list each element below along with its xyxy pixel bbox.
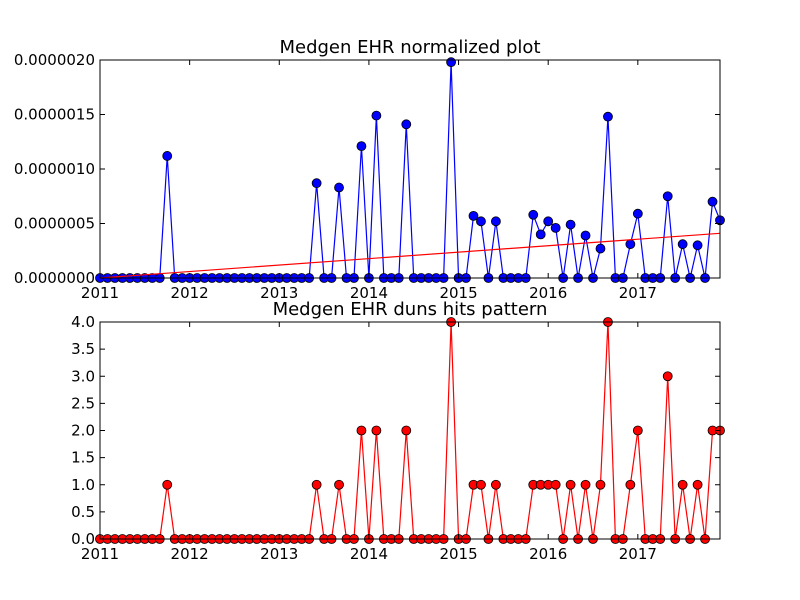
data-point [662, 191, 673, 202]
data-point [662, 371, 673, 382]
y-tick-label: 0.0 [71, 530, 95, 548]
data-point [692, 240, 703, 251]
data-point [565, 479, 576, 490]
data-point [311, 178, 322, 189]
data-point [356, 141, 367, 152]
data-point [625, 239, 636, 250]
x-tick-label: 2012 [171, 284, 209, 302]
data-point [446, 57, 456, 68]
y-tick-label: 4.0 [71, 313, 95, 331]
data-point [401, 425, 412, 436]
data-point [595, 243, 606, 254]
data-point [476, 216, 486, 227]
data-point [550, 479, 561, 490]
data-point [491, 479, 501, 490]
chart-title: Medgen EHR duns hits pattern [273, 299, 548, 320]
x-tick-label: 2012 [171, 545, 209, 563]
data-point [543, 216, 554, 227]
data-point [371, 425, 382, 436]
data-point [632, 208, 643, 219]
x-tick-label: 2014 [350, 284, 388, 302]
data-point [603, 111, 613, 122]
x-tick-label: 2017 [619, 284, 657, 302]
data-point [692, 479, 703, 490]
y-tick-label: 3.5 [71, 340, 95, 358]
data-point [162, 151, 173, 161]
y-tick-label: 3.0 [71, 367, 95, 385]
y-tick-label: 0.0000005 [14, 215, 95, 233]
data-point [334, 182, 344, 193]
y-tick-label: 0.5 [71, 503, 95, 521]
x-tick-label: 2014 [350, 545, 388, 563]
chart-title: Medgen EHR normalized plot [279, 37, 540, 58]
x-tick-label: 2013 [260, 545, 298, 563]
data-point [565, 219, 576, 230]
data-point [334, 479, 344, 490]
data-point [625, 479, 636, 490]
x-tick-label: 2011 [81, 284, 119, 302]
chart-2: Medgen EHR duns hits pattern 2011 2012 2013… [71, 299, 725, 563]
x-tick-label: 2011 [81, 545, 119, 563]
data-series [95, 57, 725, 283]
data-point [528, 209, 539, 220]
data-point [595, 479, 606, 490]
y-tick-label: 0.0000010 [14, 160, 95, 178]
data-point [550, 222, 561, 233]
data-point [632, 425, 643, 436]
data-point [580, 230, 591, 241]
y-tick-label: 0.0000000 [14, 269, 95, 287]
y-tick-label: 1.5 [71, 449, 95, 467]
data-series [95, 317, 725, 544]
data-point [535, 229, 546, 240]
y-tick-label: 1.0 [71, 476, 95, 494]
data-point [162, 479, 173, 490]
x-tick-label: 2015 [439, 284, 477, 302]
x-tick-label: 2013 [260, 284, 298, 302]
y-tick-label: 0.0000020 [14, 51, 95, 69]
x-tick-label: 2015 [439, 545, 477, 563]
data-point [677, 239, 688, 250]
data-point [580, 479, 591, 490]
data-point [356, 425, 367, 436]
trend-line-path [99, 232, 721, 279]
y-tick-label: 0.0000015 [14, 106, 95, 124]
x-tick-label: 2016 [529, 545, 567, 563]
data-point [468, 210, 479, 221]
y-tick-label: 2.5 [71, 394, 95, 412]
data-point [371, 110, 382, 121]
data-point [401, 119, 412, 130]
trend-line [99, 232, 721, 279]
data-point [476, 479, 486, 490]
data-point [491, 216, 501, 227]
y-tick-label: 2.0 [71, 422, 95, 440]
data-point [677, 479, 688, 490]
x-tick-label: 2016 [529, 284, 567, 302]
data-point [707, 196, 718, 207]
x-tick-label: 2017 [619, 545, 657, 563]
chart-1: Medgen EHR normalized plot 2011 2012 2013 20… [14, 37, 725, 302]
data-point [311, 479, 322, 490]
